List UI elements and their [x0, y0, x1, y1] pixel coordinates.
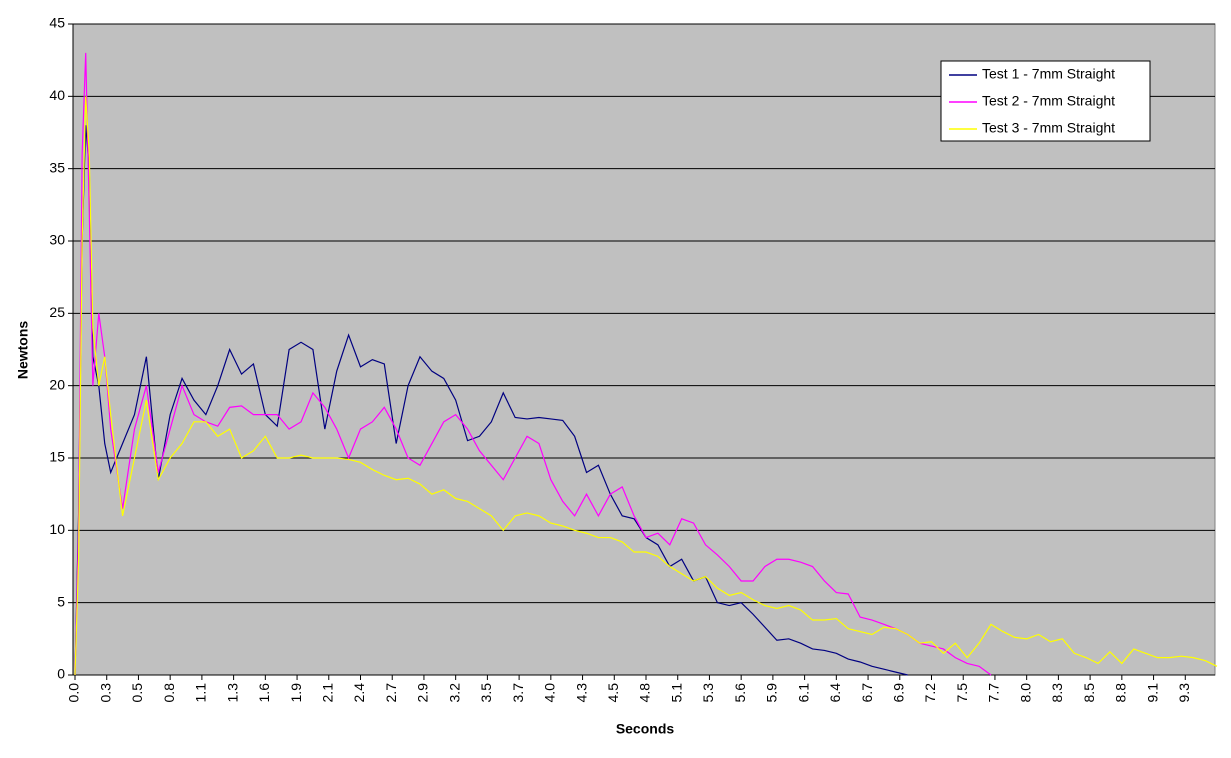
x-tick-label: 1.1 — [193, 683, 209, 703]
legend-label: Test 3 - 7mm Straight — [982, 120, 1115, 136]
y-axis-title: Newtons — [15, 321, 31, 380]
x-tick-label: 2.9 — [415, 683, 431, 703]
legend-label: Test 1 - 7mm Straight — [982, 66, 1115, 82]
x-tick-label: 2.4 — [351, 683, 367, 703]
y-tick-label: 10 — [49, 521, 65, 537]
series-line — [74, 52, 992, 676]
x-tick-label: 4.5 — [605, 683, 621, 703]
x-tick-label: 1.9 — [288, 683, 304, 703]
x-tick-label: 9.1 — [1144, 683, 1160, 703]
y-tick-label: 0 — [57, 666, 65, 682]
x-tick-label: 5.6 — [732, 683, 748, 703]
x-tick-label: 8.3 — [1049, 683, 1065, 703]
x-tick-label: 4.0 — [542, 683, 558, 703]
x-tick-label: 7.7 — [986, 683, 1002, 703]
legend-label: Test 2 - 7mm Straight — [982, 93, 1115, 109]
x-tick-label: 2.7 — [383, 683, 399, 703]
x-tick-label: 5.3 — [700, 683, 716, 703]
series-line — [74, 125, 908, 676]
x-tick-label: 8.0 — [1017, 683, 1033, 703]
x-tick-label: 7.5 — [954, 683, 970, 703]
x-tick-label: 5.9 — [764, 683, 780, 703]
legend: Test 1 - 7mm Straight Test 2 - 7mm Straig… — [940, 60, 1151, 142]
x-tick-label: 0.5 — [129, 683, 145, 703]
x-tick-label: 6.4 — [827, 683, 843, 703]
x-tick-label: 6.1 — [795, 683, 811, 703]
x-tick-label: 3.5 — [478, 683, 494, 703]
x-tick-label: 8.8 — [1113, 683, 1129, 703]
series-line — [74, 96, 1218, 676]
x-tick-label: 8.5 — [1081, 683, 1097, 703]
x-tick-label: 0.0 — [66, 683, 82, 703]
x-tick-label: 0.8 — [161, 683, 177, 703]
y-tick-label: 15 — [49, 449, 65, 465]
y-tick-label: 20 — [49, 376, 65, 392]
x-tick-label: 2.1 — [319, 683, 335, 703]
x-tick-label: 1.3 — [224, 683, 240, 703]
x-tick-label: 3.7 — [510, 683, 526, 703]
x-tick-label: 4.8 — [637, 683, 653, 703]
y-tick-label: 25 — [49, 304, 65, 320]
y-tick-label: 5 — [57, 593, 65, 609]
x-tick-label: 4.3 — [573, 683, 589, 703]
x-tick-label: 5.1 — [668, 683, 684, 703]
x-tick-label: 1.6 — [256, 683, 272, 703]
x-tick-label: 6.9 — [890, 683, 906, 703]
y-tick-label: 35 — [49, 159, 65, 175]
x-tick-label: 6.7 — [859, 683, 875, 703]
x-tick-label: 7.2 — [922, 683, 938, 703]
x-tick-label: 0.3 — [97, 683, 113, 703]
y-tick-label: 40 — [49, 87, 65, 103]
y-tick-label: 45 — [49, 15, 65, 31]
x-axis-title: Seconds — [616, 721, 675, 737]
y-tick-label: 30 — [49, 232, 65, 248]
x-tick-label: 9.3 — [1176, 683, 1192, 703]
x-tick-label: 3.2 — [446, 683, 462, 703]
